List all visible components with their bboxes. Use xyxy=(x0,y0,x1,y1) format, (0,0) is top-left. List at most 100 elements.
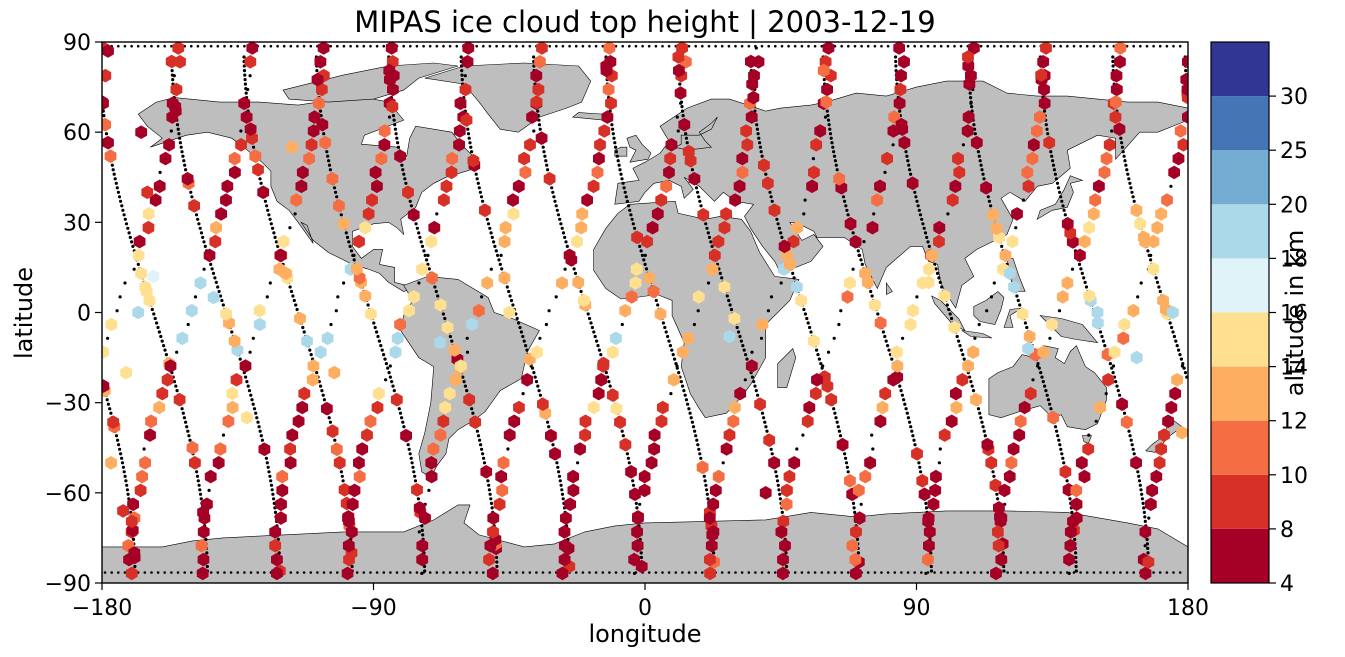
cloud-top-marker xyxy=(303,151,315,166)
track-point xyxy=(699,456,703,460)
track-point xyxy=(851,231,855,235)
track-point xyxy=(886,44,890,48)
track-point xyxy=(828,127,832,131)
cloud-top-marker xyxy=(384,72,396,87)
cloud-top-marker xyxy=(746,77,759,91)
track-point xyxy=(714,44,717,48)
track-point xyxy=(534,380,539,384)
colorbar-segment xyxy=(1211,366,1269,421)
track-point xyxy=(776,483,780,487)
cloud-top-marker xyxy=(1013,428,1026,442)
track-point xyxy=(211,271,216,275)
track-point xyxy=(183,163,187,167)
track-point xyxy=(826,114,830,118)
cloud-top-marker xyxy=(1182,110,1188,124)
track-point xyxy=(1132,44,1135,48)
track-point xyxy=(667,339,671,343)
track-point xyxy=(1171,330,1175,334)
track-point xyxy=(1006,571,1009,574)
cloud-top-marker xyxy=(676,345,689,359)
cloud-top-marker xyxy=(275,497,287,512)
track-point xyxy=(335,195,339,199)
track-point xyxy=(1099,44,1102,48)
track-point xyxy=(266,465,270,469)
track-point xyxy=(833,571,837,574)
track-point xyxy=(373,325,377,330)
cloud-top-marker xyxy=(720,207,732,221)
cloud-top-marker xyxy=(987,208,999,222)
no-cloud-point xyxy=(1057,309,1062,313)
no-cloud-point xyxy=(265,295,269,299)
track-point xyxy=(561,44,565,48)
track-point xyxy=(495,564,499,569)
track-point xyxy=(376,334,380,339)
track-point xyxy=(162,344,166,348)
track-point xyxy=(104,132,109,136)
track-point xyxy=(628,208,632,212)
track-point xyxy=(196,217,200,221)
cloud-top-marker xyxy=(871,193,883,207)
track-point xyxy=(1051,163,1056,167)
track-point xyxy=(929,564,933,569)
track-point xyxy=(883,334,887,339)
no-cloud-point xyxy=(251,336,255,340)
track-point xyxy=(918,465,922,469)
cloud-top-marker xyxy=(859,266,871,281)
cloud-top-marker xyxy=(795,293,807,308)
track-point xyxy=(479,443,483,447)
track-point xyxy=(388,375,392,379)
cloud-top-marker xyxy=(963,77,976,91)
cloud-top-marker xyxy=(459,82,472,97)
cloud-top-marker xyxy=(394,317,406,332)
cloud-top-marker xyxy=(968,42,980,55)
track-point xyxy=(243,44,246,48)
track-point xyxy=(113,177,117,181)
cloud-top-marker xyxy=(135,266,147,281)
cloud-top-marker xyxy=(654,307,667,321)
track-point xyxy=(176,127,180,131)
cloud-top-marker xyxy=(235,138,247,152)
cloud-top-marker xyxy=(284,442,296,456)
track-point xyxy=(351,253,355,257)
track-point xyxy=(760,154,764,158)
track-point xyxy=(172,380,177,384)
track-point xyxy=(1045,393,1049,397)
track-point xyxy=(899,389,903,393)
track-point xyxy=(800,571,804,574)
track-point xyxy=(735,325,739,330)
track-point xyxy=(532,371,536,375)
track-point xyxy=(618,168,622,172)
track-point xyxy=(349,44,352,48)
cloud-top-marker xyxy=(558,525,571,539)
cloud-top-marker xyxy=(571,234,583,249)
cloud-top-marker xyxy=(204,469,217,484)
track-point xyxy=(919,470,923,474)
track-point xyxy=(1111,55,1115,59)
track-point xyxy=(339,470,343,474)
track-point xyxy=(1125,571,1129,574)
no-cloud-point xyxy=(207,488,211,492)
cloud-top-marker xyxy=(133,234,146,249)
cloud-top-marker xyxy=(610,401,623,416)
colorbar-tick-label: 30 xyxy=(1280,85,1308,110)
cloud-top-marker xyxy=(1114,55,1126,69)
cloud-top-marker xyxy=(775,525,788,539)
track-point xyxy=(557,470,561,474)
colorbar xyxy=(1210,41,1270,584)
track-point xyxy=(686,402,690,406)
track-point xyxy=(1059,44,1062,48)
track-point xyxy=(355,571,359,574)
cloud-top-marker xyxy=(895,117,908,132)
track-point xyxy=(202,240,206,244)
cloud-top-marker xyxy=(985,456,998,470)
cloud-top-marker xyxy=(926,248,938,263)
cloud-top-marker xyxy=(579,428,591,442)
cloud-top-marker xyxy=(874,316,887,330)
cloud-top-marker xyxy=(850,566,862,581)
track-point xyxy=(402,425,406,429)
track-point xyxy=(555,44,558,48)
no-cloud-point xyxy=(239,129,243,133)
track-point xyxy=(260,438,264,442)
track-point xyxy=(465,389,469,393)
cloud-top-marker xyxy=(290,193,303,207)
